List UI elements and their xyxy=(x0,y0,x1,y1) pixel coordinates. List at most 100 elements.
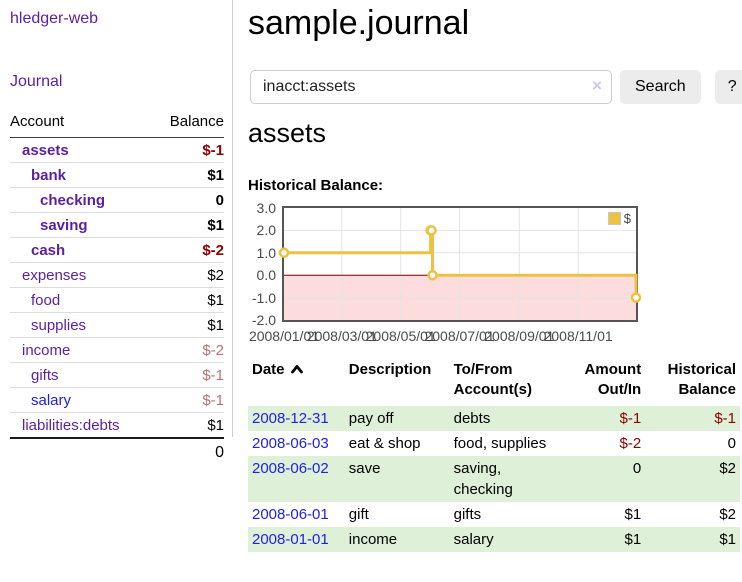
legend-label: $ xyxy=(623,211,631,226)
transaction-account: food, supplies xyxy=(453,435,547,452)
chart-canvas xyxy=(278,208,642,320)
transaction-description: gift xyxy=(348,506,369,523)
page-title: sample.journal xyxy=(248,4,470,42)
accounts-table: Account Balance assets $-1 bank $1 check… xyxy=(10,110,224,467)
account-link-gifts[interactable]: gifts xyxy=(31,367,59,384)
account-row: saving $1 xyxy=(10,212,224,238)
transaction-account: saving, checking xyxy=(453,460,513,498)
account-link-assets[interactable]: assets xyxy=(22,142,69,159)
y-tick-label: 2.0 xyxy=(256,222,276,239)
account-balance: $1 xyxy=(153,312,224,338)
sidebar-item-journal[interactable]: Journal xyxy=(10,73,63,90)
chart-legend: $ xyxy=(605,211,633,226)
account-row: income $-2 xyxy=(10,337,224,363)
y-tick-label: -2.0 xyxy=(251,312,276,328)
y-tick-label: 0.0 xyxy=(256,267,276,284)
account-balance: $-1 xyxy=(153,387,224,413)
account-balance: $-2 xyxy=(153,237,224,263)
account-row: liabilities:debts $1 xyxy=(10,412,224,438)
transaction-date-link[interactable]: 2008-12-31 xyxy=(252,410,329,427)
y-tick-label: 3.0 xyxy=(256,200,276,216)
account-row: gifts $-1 xyxy=(10,362,224,388)
transaction-amount: $-1 xyxy=(619,410,642,427)
transaction-balance: $1 xyxy=(719,531,736,548)
transaction-description: pay off xyxy=(348,410,394,427)
account-row: supplies $1 xyxy=(10,312,224,338)
account-row: assets $-1 xyxy=(10,138,224,163)
legend-swatch-icon xyxy=(607,212,621,225)
account-row: food $1 xyxy=(10,287,224,313)
sidebar: hledger-web Journal Account Balance asse… xyxy=(0,0,233,467)
account-link-bank[interactable]: bank xyxy=(31,167,67,184)
main-content: sample.journal × Search ? assets Histori… xyxy=(248,0,742,582)
transaction-amount: 0 xyxy=(632,460,642,477)
date-sort-header[interactable]: Date xyxy=(248,358,345,406)
transaction-amount: $1 xyxy=(624,531,642,548)
transaction-description: save xyxy=(348,460,381,477)
register-header-row: Date Description To/From Account(s) Amou… xyxy=(248,358,740,406)
account-row: salary $-1 xyxy=(10,387,224,413)
x-tick-label: 2008/03/01 xyxy=(306,328,377,344)
account-balance: $1 xyxy=(153,212,224,238)
description-header: Description xyxy=(348,361,432,378)
transaction-balance: $2 xyxy=(719,506,736,523)
transaction-row: 2008-12-31 pay off debts $-1 $-1 xyxy=(248,406,740,431)
transaction-description: eat & shop xyxy=(348,435,421,452)
transaction-balance: 0 xyxy=(727,435,736,452)
account-link-liabilities-debts[interactable]: liabilities:debts xyxy=(22,417,120,434)
account-balance: $-1 xyxy=(153,362,224,388)
account-header: To/From Account(s) xyxy=(453,361,532,398)
total-row: 0 xyxy=(10,437,224,467)
account-link-food[interactable]: food xyxy=(31,292,61,309)
account-balance: $1 xyxy=(153,162,224,188)
search-button[interactable]: Search xyxy=(620,70,701,104)
transaction-amount: $1 xyxy=(624,506,642,523)
help-button[interactable]: ? xyxy=(714,70,742,104)
transaction-row: 2008-06-02 save saving, checking 0 $2 xyxy=(248,456,740,502)
x-tick-label: 2008/05/01 xyxy=(365,328,436,344)
sort-ascending-icon xyxy=(290,365,303,374)
account-row: checking 0 xyxy=(10,187,224,213)
x-tick-label: 2008/11/01 xyxy=(543,328,613,344)
amount-header: Amount Out/In xyxy=(584,361,642,398)
transaction-date-link[interactable]: 2008-06-01 xyxy=(252,506,329,523)
account-link-expenses[interactable]: expenses xyxy=(22,267,87,284)
account-heading: assets xyxy=(248,118,327,148)
app-title-link[interactable]: hledger-web xyxy=(10,10,99,27)
transaction-date-link[interactable]: 2008-01-01 xyxy=(252,531,329,548)
y-tick-label: 1.0 xyxy=(256,244,276,261)
account-row: cash $-2 xyxy=(10,237,224,263)
transaction-date-link[interactable]: 2008-06-03 xyxy=(252,435,329,452)
x-tick-label: 2008/01/01 xyxy=(248,328,320,344)
y-tick-label: -1.0 xyxy=(251,289,276,306)
accounts-table-header: Account Balance xyxy=(10,110,224,138)
search-bar: × Search ? xyxy=(250,70,742,104)
account-link-supplies[interactable]: supplies xyxy=(31,317,87,334)
transaction-description: income xyxy=(348,531,398,548)
account-column-header: Account xyxy=(10,110,154,138)
account-balance: $1 xyxy=(153,412,224,438)
transaction-row: 2008-01-01 income salary $1 $1 xyxy=(248,527,740,552)
account-link-salary[interactable]: salary xyxy=(31,392,72,409)
account-row: expenses $2 xyxy=(10,262,224,288)
account-balance: $-2 xyxy=(153,337,224,363)
balance-column-header: Balance xyxy=(153,110,224,138)
account-link-checking[interactable]: checking xyxy=(40,192,106,209)
chart-title: Historical Balance: xyxy=(248,177,384,194)
account-link-saving[interactable]: saving xyxy=(40,217,88,234)
total-balance: 0 xyxy=(10,437,224,467)
historical-balance-chart: $ 3.0 2.0 1.0 0.0 -1.0 -2.0 2008/01/01 2008/03/… xyxy=(248,200,742,352)
balance-header: Historical Balance xyxy=(667,361,736,398)
x-tick-label: 2008/09/01 xyxy=(484,328,555,344)
account-link-income[interactable]: income xyxy=(22,342,71,359)
register-table: Date Description To/From Account(s) Amou… xyxy=(248,358,740,552)
transaction-account: salary xyxy=(453,531,494,548)
account-row: bank $1 xyxy=(10,162,224,188)
search-input[interactable] xyxy=(250,70,612,104)
transaction-balance: $-1 xyxy=(714,410,736,427)
clear-search-icon[interactable]: × xyxy=(592,76,602,95)
transaction-account: debts xyxy=(453,410,491,427)
transaction-date-link[interactable]: 2008-06-02 xyxy=(252,460,329,477)
transaction-row: 2008-06-03 eat & shop food, supplies $-2… xyxy=(248,431,740,456)
account-link-cash[interactable]: cash xyxy=(31,242,66,259)
